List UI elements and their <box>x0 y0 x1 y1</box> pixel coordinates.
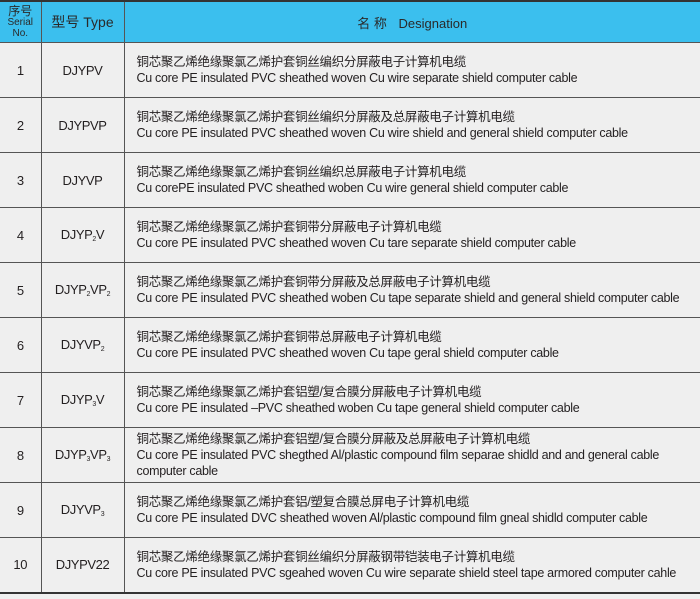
type-cell: DJYPV22 <box>40 537 125 593</box>
designation-cn: 铜芯聚乙烯绝缘聚氯乙烯护套铜丝编织分屏蔽电子计算机电缆 <box>136 55 467 69</box>
designation-cell: 铜芯聚乙烯绝缘聚氯乙烯护套铜丝编织总屏蔽电子计算机电缆 Cu corePE ins… <box>123 152 700 208</box>
serial-cell: 2 <box>0 97 42 153</box>
table-row: 1 DJYPV 铜芯聚乙烯绝缘聚氯乙烯护套铜丝编织分屏蔽电子计算机电缆 Cu core… <box>0 42 700 98</box>
serial-cell: 9 <box>0 482 42 538</box>
type-cell: DJYPV <box>40 42 125 98</box>
table-row: 9 DJYVP3 铜芯聚乙烯绝缘聚氯乙烯护套铝/塑复合膜总屏电子计算机电缆 Cu co… <box>0 482 700 538</box>
type-cell: DJYP3V <box>40 372 125 428</box>
type-subscript: 3 <box>106 456 111 463</box>
designation-cn: 铜芯聚乙烯绝缘聚氯乙烯护套铜丝编织分屏蔽及总屏蔽电子计算机电缆 <box>136 110 516 124</box>
type-text: V <box>95 227 105 242</box>
designation-cell: 铜芯聚乙烯绝缘聚氯乙烯护套铜带分屏蔽及总屏蔽电子计算机电缆 Cu core PE … <box>123 262 700 318</box>
designation-cell: 铜芯聚乙烯绝缘聚氯乙烯护套铝塑/复合膜分屏蔽电子计算机电缆 Cu core PE … <box>123 372 700 428</box>
table-row: 10 DJYPV22 铜芯聚乙烯绝缘聚氯乙烯护套铜丝编织分屏蔽钢带铠装电子计算机电缆… <box>0 537 700 593</box>
designation-en: Designation <box>398 15 468 31</box>
designation-en: Cu corePE insulated PVC sheathed woben C… <box>136 181 569 195</box>
designation-en: Cu core PE insulated PVC sheathed woven … <box>136 71 578 85</box>
type-subscript: 2 <box>86 291 91 298</box>
designation-cell: 铜芯聚乙烯绝缘聚氯乙烯护套铜丝编织分屏蔽电子计算机电缆 Cu core PE in… <box>123 42 700 98</box>
header-row: 序号 Serial No. 型号 Type 名 称 Designation <box>0 1 700 43</box>
type-cell: DJYP2V <box>40 207 125 263</box>
designation-en: Cu core PE insulated PVC shegthed Al/pla… <box>136 448 660 478</box>
type-cell: DJYVP3 <box>40 482 125 538</box>
type-text: V <box>95 392 105 407</box>
designation-cn: 铜芯聚乙烯绝缘聚氯乙烯护套铜带分屏蔽电子计算机电缆 <box>136 220 442 234</box>
type-text: DJYVP <box>60 502 101 517</box>
type-subscript: 2 <box>100 346 105 353</box>
designation-cell: 铜芯聚乙烯绝缘聚氯乙烯护套铜带总屏蔽电子计算机电缆 Cu core PE insu… <box>123 317 700 373</box>
designation-cell: 铜芯聚乙烯绝缘聚氯乙烯护套铜带分屏蔽电子计算机电缆 Cu core PE insu… <box>123 207 700 263</box>
type-text: DJYPV <box>62 62 103 78</box>
designation-en: Cu core PE insulated PVC sheathed woven … <box>136 236 577 250</box>
serial-en: Serial <box>7 17 34 28</box>
designation-cell: 铜芯聚乙烯绝缘聚氯乙烯护套铝/塑复合膜总屏电子计算机电缆 Cu core PE i… <box>123 482 700 538</box>
serial-en2: No. <box>12 28 29 39</box>
table-row: 7 DJYP3V 铜芯聚乙烯绝缘聚氯乙烯护套铝塑/复合膜分屏蔽电子计算机电缆 Cu c… <box>0 372 700 428</box>
designation-cell: 铜芯聚乙烯绝缘聚氯乙烯护套铝塑/复合膜分屏蔽及总屏蔽电子计算机电缆 Cu core… <box>123 427 700 483</box>
designation-en: Cu core PE insulated –PVC sheathed woben… <box>136 401 580 415</box>
table-row: 6 DJYVP2 铜芯聚乙烯绝缘聚氯乙烯护套铜带总屏蔽电子计算机电缆 Cu core … <box>0 317 700 373</box>
serial-cell: 10 <box>0 537 42 593</box>
type-text: DJYVP <box>62 172 103 188</box>
designation-cn: 铜芯聚乙烯绝缘聚氯乙烯护套铜带总屏蔽电子计算机电缆 <box>136 330 442 344</box>
type-text: DJYPVP <box>58 117 107 133</box>
type-text: DJYPV22 <box>55 557 110 573</box>
designation-en: Cu core PE insulated PVC sheathed woben … <box>136 291 680 305</box>
table-row: 2 DJYPVP 铜芯聚乙烯绝缘聚氯乙烯护套铜丝编织分屏蔽及总屏蔽电子计算机电缆 Cu… <box>0 97 700 153</box>
type-subscript: 3 <box>86 456 91 463</box>
designation-en: Cu core PE insulated PVC sheathed woven … <box>136 346 560 360</box>
type-text: DJYP <box>54 447 87 462</box>
table-row: 4 DJYP2V 铜芯聚乙烯绝缘聚氯乙烯护套铜带分屏蔽电子计算机电缆 Cu core … <box>0 207 700 263</box>
designation-cn: 铜芯聚乙烯绝缘聚氯乙烯护套铝塑/复合膜分屏蔽及总屏蔽电子计算机电缆 <box>136 432 531 446</box>
type-cell: DJYVP <box>40 152 125 208</box>
table-row: 3 DJYVP 铜芯聚乙烯绝缘聚氯乙烯护套铜丝编织总屏蔽电子计算机电缆 Cu core… <box>0 152 700 208</box>
type-subscript: 2 <box>92 236 96 243</box>
designation-cn: 名 称 <box>357 15 387 31</box>
header-designation: 名 称 Designation <box>123 1 700 43</box>
type-cell: DJYP2VP2 <box>40 262 125 318</box>
type-subscript: 3 <box>100 511 105 518</box>
designation-cn: 铜芯聚乙烯绝缘聚氯乙烯护套铝塑/复合膜分屏蔽电子计算机电缆 <box>136 385 482 399</box>
designation-en: Cu core PE insulated PVC sgeahed woven C… <box>136 565 677 580</box>
type-cell: DJYVP2 <box>40 317 125 373</box>
serial-cell: 1 <box>0 42 42 98</box>
designation-cell: 铜芯聚乙烯绝缘聚氯乙烯护套铜丝编织分屏蔽及总屏蔽电子计算机电缆 Cu core P… <box>123 97 700 153</box>
type-text: VP <box>90 282 107 297</box>
designation-cell: 铜芯聚乙烯绝缘聚氯乙烯护套铜丝编织分屏蔽钢带铠装电子计算机电缆 Cu core P… <box>123 537 700 593</box>
designation-cn: 铜芯聚乙烯绝缘聚氯乙烯护套铜丝编织分屏蔽钢带铠装电子计算机电缆 <box>136 549 516 564</box>
table-row: 5 DJYP2VP2 铜芯聚乙烯绝缘聚氯乙烯护套铜带分屏蔽及总屏蔽电子计算机电缆 Cu… <box>0 262 700 318</box>
type-text: DJYP <box>60 227 93 242</box>
type-text: DJYP <box>60 392 93 407</box>
serial-cell: 3 <box>0 152 42 208</box>
designation-cn: 铜芯聚乙烯绝缘聚氯乙烯护套铝/塑复合膜总屏电子计算机电缆 <box>136 495 470 509</box>
type-cell: DJYPVP <box>40 97 125 153</box>
designation-en: Cu core PE insulated DVC sheathed woven … <box>136 511 648 525</box>
type-subscript: 2 <box>106 291 111 298</box>
serial-cell: 7 <box>0 372 42 428</box>
serial-cell: 4 <box>0 207 42 263</box>
serial-cn: 序号 <box>8 4 33 18</box>
serial-cell: 8 <box>0 427 42 483</box>
table-row: 8 DJYP3VP3 铜芯聚乙烯绝缘聚氯乙烯护套铝塑/复合膜分屏蔽及总屏蔽电子计算机… <box>0 427 700 483</box>
type-subscript: 3 <box>92 401 96 408</box>
designation-cn: 铜芯聚乙烯绝缘聚氯乙烯护套铜带分屏蔽及总屏蔽电子计算机电缆 <box>136 275 491 289</box>
type-text: DJYVP <box>60 337 101 352</box>
type-text: VP <box>90 447 107 462</box>
serial-cell: 5 <box>0 262 42 318</box>
header-type: 型号 Type <box>40 1 125 43</box>
designation-en: Cu core PE insulated PVC sheathed woven … <box>136 126 629 140</box>
type-text: DJYP <box>54 282 87 297</box>
serial-cell: 6 <box>0 317 42 373</box>
designation-cn: 铜芯聚乙烯绝缘聚氯乙烯护套铜丝编织总屏蔽电子计算机电缆 <box>136 165 467 179</box>
type-cell: DJYP3VP3 <box>40 427 125 483</box>
header-serial: 序号 Serial No. <box>0 1 42 43</box>
